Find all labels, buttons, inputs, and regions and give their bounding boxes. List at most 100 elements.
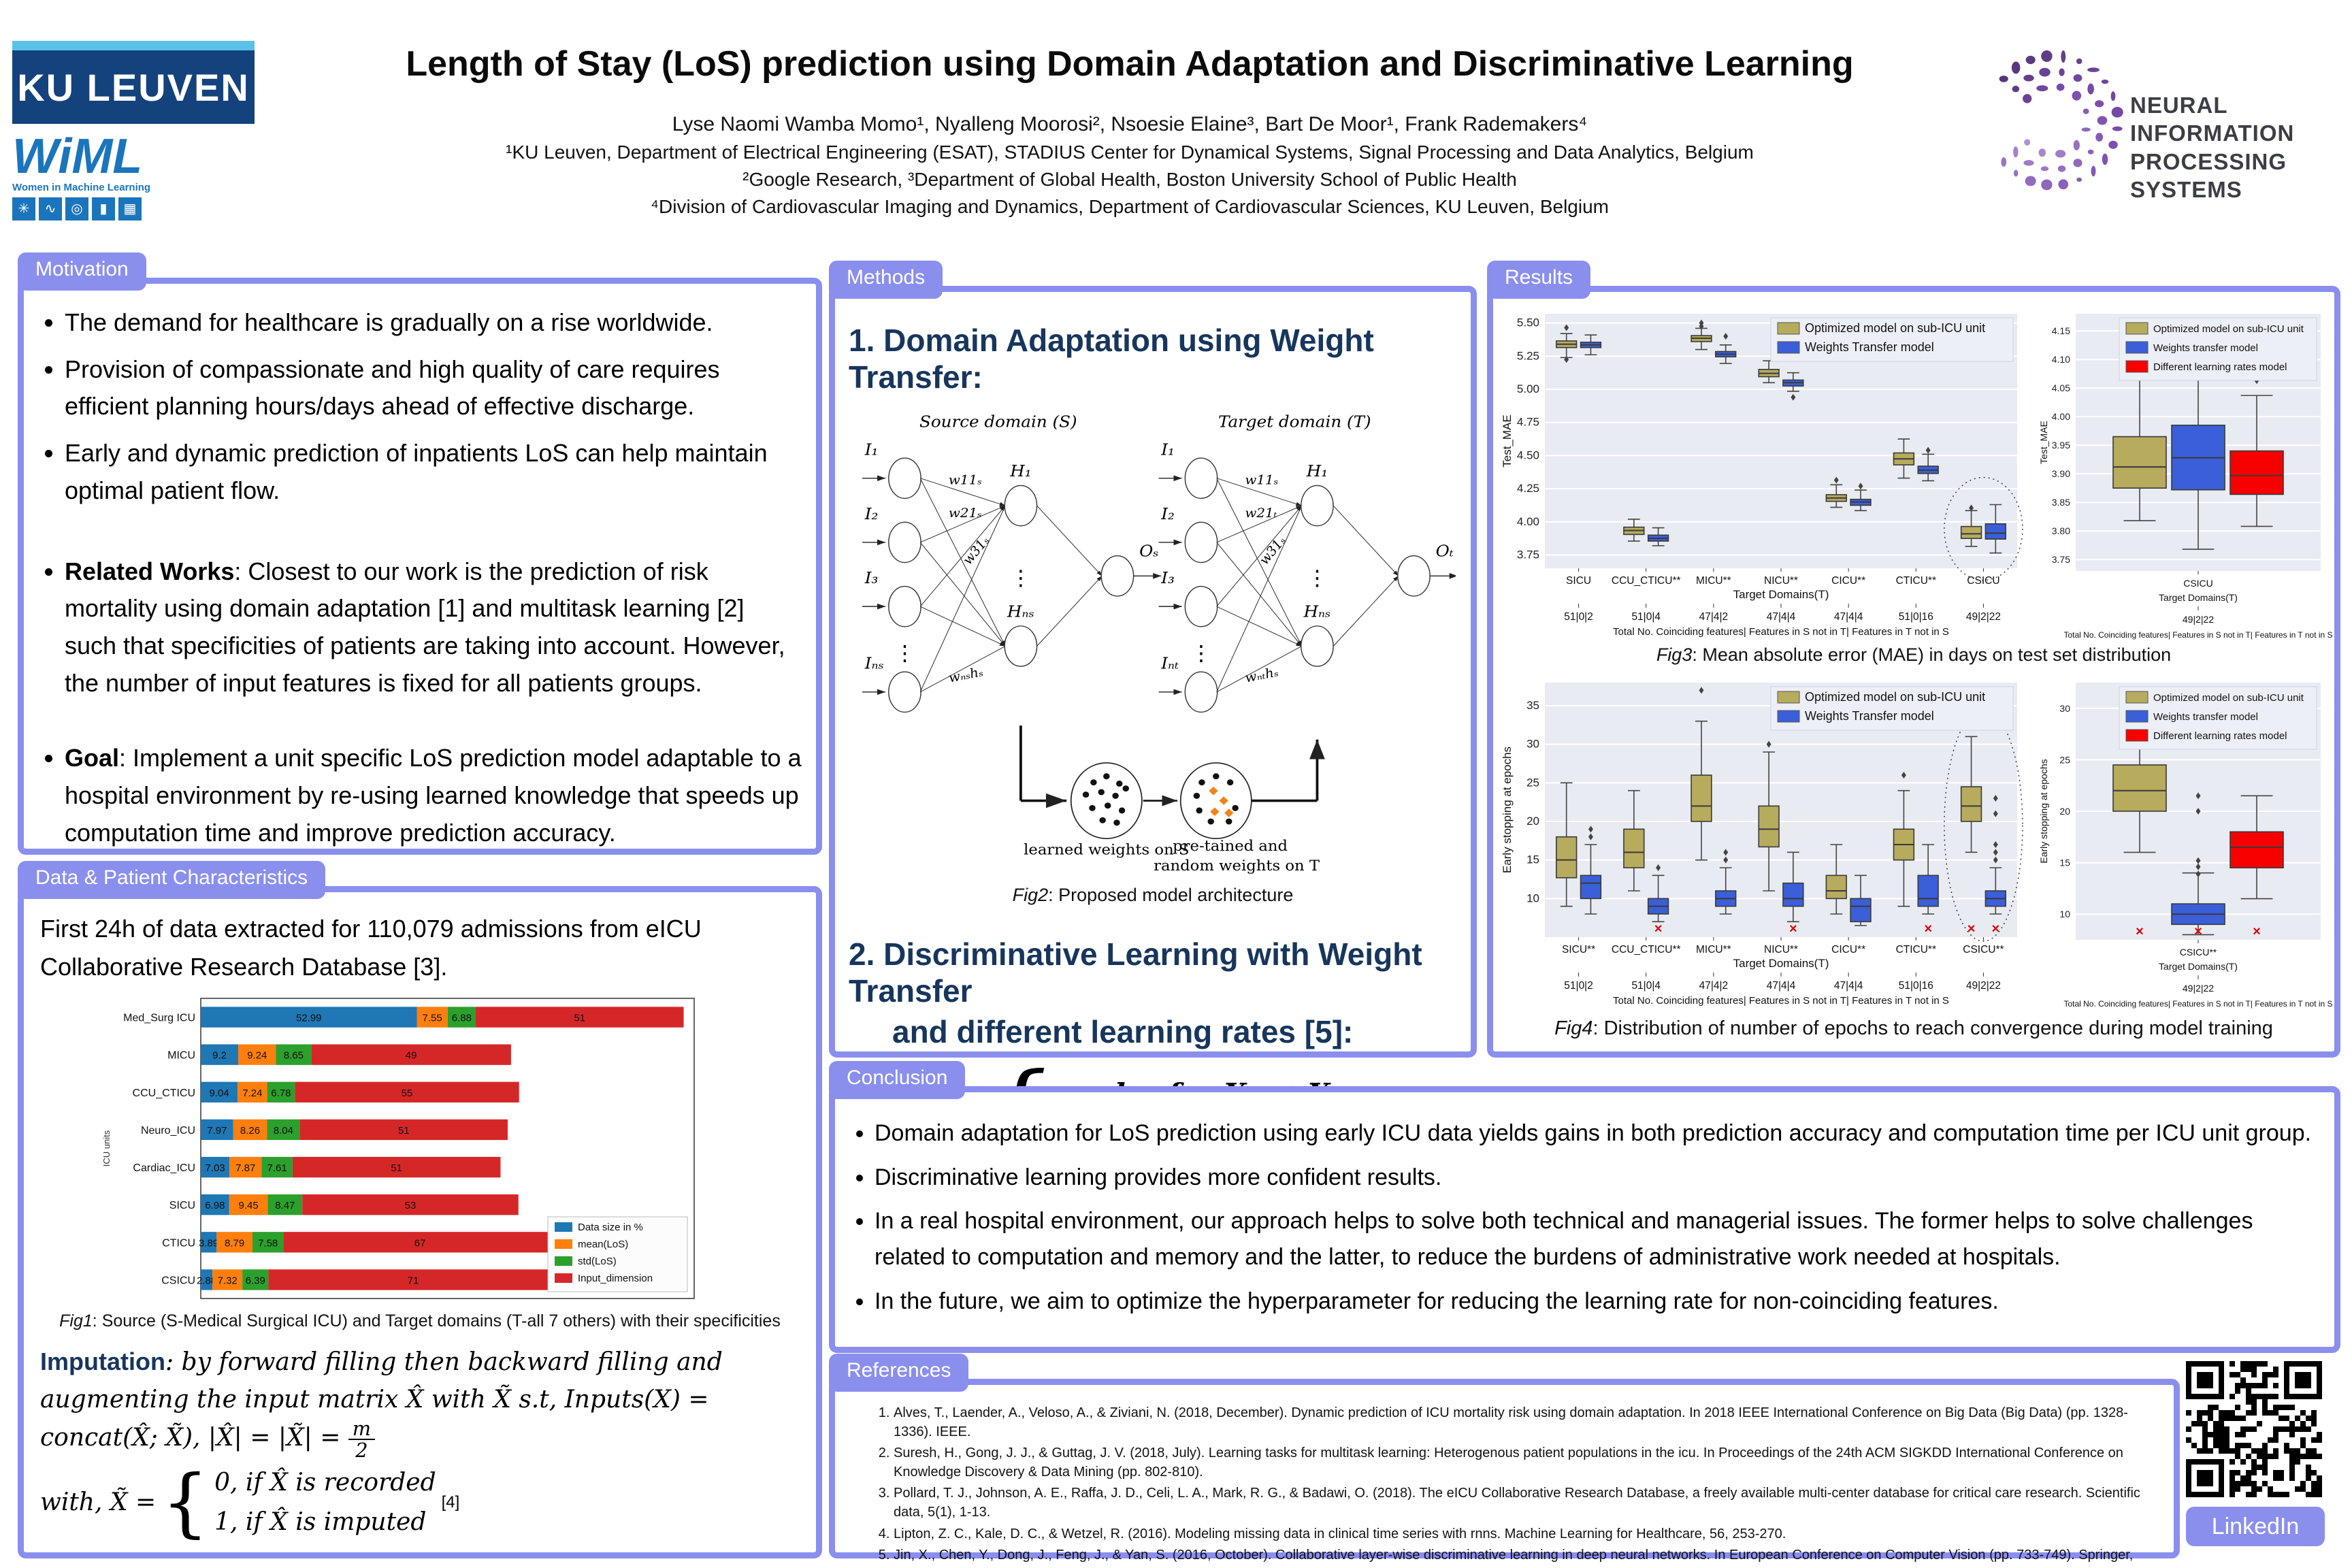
svg-text:47|4|4: 47|4|4 [1834,611,1863,623]
authors-line: Lyse Naomi Wamba Momo¹, Nyalleng Moorosi… [672,113,1588,135]
svg-text:×: × [1967,921,1976,936]
svg-text:Data size in %: Data size in % [578,1222,643,1233]
svg-text:Oₛ: Oₛ [1139,542,1158,560]
bullet-item: Early and dynamic prediction of inpatien… [65,435,802,509]
svg-text:Hₙₛ: Hₙₛ [1007,602,1034,621]
svg-text:51: 51 [574,1012,585,1024]
svg-text:5.50: 5.50 [1517,316,1539,329]
svg-text:7.61: 7.61 [267,1162,287,1174]
svg-text:w21ₜ: w21ₜ [1245,506,1277,521]
kuleuven-logo-band [12,41,255,50]
svg-text:15: 15 [2059,858,2070,868]
header: Length of Stay (LoS) prediction using Do… [286,44,1974,218]
svg-text:CCU_CTICU**: CCU_CTICU** [1612,944,1681,956]
methods-heading-1: 1. Domain Adaptation using Weight Transf… [849,323,1374,395]
bullet-item: Discriminative learning provides more co… [875,1160,2317,1196]
svg-text:w31ₛ: w31ₛ [960,533,993,567]
svg-text:2.88: 2.88 [197,1275,216,1286]
svg-text:Iₙₛ: Iₙₛ [864,654,884,672]
svg-text:SICU**: SICU** [1562,944,1595,956]
wiml-tile-icon: ∿ [39,197,62,220]
svg-text:51|0|4: 51|0|4 [1631,980,1661,992]
svg-text:51|0|16: 51|0|16 [1899,980,1933,992]
bullet-item: The demand for healthcare is gradually o… [65,304,802,342]
methods-panel: Methods 1. Domain Adaptation using Weigh… [829,261,1477,1162]
svg-text:H₁: H₁ [1009,462,1031,480]
svg-text:47|4|2: 47|4|2 [1699,611,1729,623]
svg-text:×: × [1654,921,1663,936]
conclusion-tab: Conclusion [829,1061,966,1099]
page-title: Length of Stay (LoS) prediction using Do… [406,44,1854,84]
svg-text:51: 51 [391,1162,402,1174]
fig4-caption: Fig4: Distribution of number of epochs t… [1554,1017,2273,1039]
svg-text:MICU**: MICU** [1696,575,1731,587]
svg-text:49: 49 [406,1049,417,1061]
svg-text:Weights Transfer model: Weights Transfer model [1805,340,1934,354]
svg-text:4.00: 4.00 [2052,411,2070,422]
svg-text:Input_dimension: Input_dimension [578,1273,653,1284]
linkedin-button[interactable]: LinkedIn [2186,1507,2325,1546]
svg-text:30: 30 [2059,703,2070,714]
svg-text:Weights transfer model: Weights transfer model [2153,342,2258,354]
svg-text:47|4|2: 47|4|2 [1699,980,1729,992]
neurips-logo: NEURAL INFORMATION PROCESSING SYSTEMS [1977,35,2345,206]
neurips-logo-dots-icon [1999,50,2123,191]
bullet-item: In the future, we aim to optimize the hy… [875,1284,2317,1320]
fig2-container: Source domain (S) I₁ I₂ I₃ Iₙₛ ⋮ H₁ Hₙₛ ⋮ Oₛ w11ₛ w… [835,405,1471,885]
svg-text:15: 15 [1526,853,1539,866]
svg-text:Different learning rates model: Different learning rates model [2153,361,2287,373]
fig2-architecture-diagram: Source domain (S) I₁ I₂ I₃ Iₙₛ ⋮ H₁ Hₙₛ ⋮ Oₛ w11ₛ w… [862,412,1458,875]
svg-text:9.2: 9.2 [212,1049,227,1061]
svg-text:3.89: 3.89 [199,1237,218,1249]
svg-text:Target Domains(T): Target Domains(T) [1733,588,1829,601]
svg-text:I₂: I₂ [1160,504,1175,523]
svg-text:9.04: 9.04 [209,1087,229,1098]
conclusion-bullet-list: Domain adaptation for LoS prediction usi… [846,1115,2317,1319]
svg-text:Total No. Coinciding features|: Total No. Coinciding features| Features … [1613,995,1949,1007]
svg-text:CSICU**: CSICU** [2180,947,2217,958]
svg-text:w31ₛ: w31ₛ [1256,533,1289,567]
wiml-logo-tiles: ✳ ∿ ◎ ▮ ▦ [12,197,176,220]
svg-text:6.98: 6.98 [205,1200,225,1211]
svg-text:7.03: 7.03 [205,1162,225,1174]
svg-text:7.24: 7.24 [242,1087,262,1098]
svg-text:w11ₛ: w11ₛ [949,472,982,487]
data-panel: Data & Patient Characteristics First 24h… [18,861,822,1558]
svg-text:3.75: 3.75 [1517,549,1539,561]
svg-text:Neuro_ICU: Neuro_ICU [141,1125,195,1137]
svg-text:Target Domains(T): Target Domains(T) [1733,957,1829,970]
kuleuven-logo: KU LEUVEN [12,41,255,124]
svg-text:4.75: 4.75 [1517,416,1539,429]
reference-item: Suresh, H., Gong, J. J., & Guttag, J. V.… [894,1444,2153,1482]
svg-text:⋮: ⋮ [1190,642,1212,665]
svg-text:Source domain (S): Source domain (S) [919,412,1077,431]
svg-text:5.00: 5.00 [1517,382,1539,395]
svg-text:NICU**: NICU** [1764,944,1798,956]
svg-text:Cardiac_ICU: Cardiac_ICU [133,1162,195,1174]
svg-text:I₂: I₂ [864,504,879,523]
svg-text:Optimized model on sub-ICU uni: Optimized model on sub-ICU unit [2153,692,2304,704]
svg-text:3.90: 3.90 [2052,468,2070,479]
results-panel: Results 3.75 4.00 4.25 4.50 4.75 5.00 5.25 5.50… [1487,261,2340,1058]
svg-text:Total No. Coinciding features|: Total No. Coinciding features| Features … [2063,999,2332,1009]
svg-text:8.65: 8.65 [284,1049,304,1061]
methods-heading-2b: and different learning rates [5]: [892,1014,1354,1049]
svg-text:random weights on T: random weights on T [1154,857,1320,874]
imputation-cases: with, X̃ = { 0, if X̂ is recorded 1, if … [40,1465,800,1541]
svg-text:⋮: ⋮ [1306,567,1328,590]
svg-text:47|4|4: 47|4|4 [1767,980,1796,992]
svg-text:⋮: ⋮ [894,642,915,665]
svg-text:55: 55 [402,1087,413,1098]
methods-heading-2a: 2. Discriminative Learning with Weight T… [849,936,1422,1009]
svg-text:51|0|2: 51|0|2 [1564,980,1593,992]
svg-text:×: × [1789,921,1797,936]
svg-text:×: × [1991,921,1999,936]
bullet-item: Provision of compassionate and high qual… [65,351,802,425]
imputation-with: with, X̃ = [40,1488,157,1517]
wiml-tile-icon: ▦ [118,197,142,220]
svg-text:49|2|22: 49|2|22 [2183,983,2214,994]
affiliation-1: ¹KU Leuven, Department of Electrical Eng… [506,142,1754,163]
motivation-panel: Motivation The demand for healthcare is … [18,252,822,855]
imputation-brace: { [161,1458,210,1546]
